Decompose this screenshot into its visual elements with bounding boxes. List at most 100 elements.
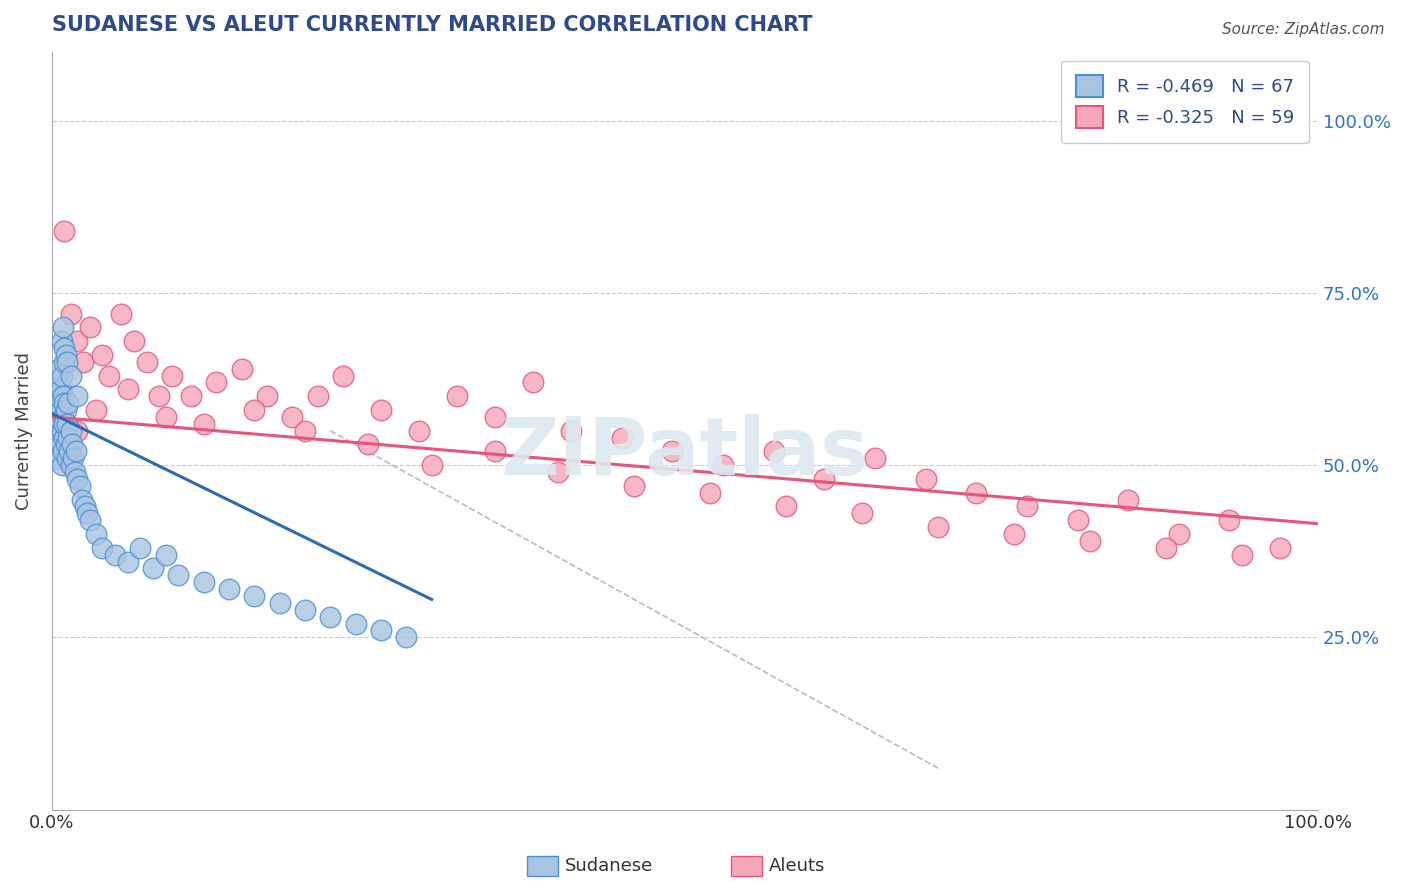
Point [44, 424, 66, 438]
Point [51, 334, 73, 348]
Point [76, 506, 98, 520]
Point [51, 424, 73, 438]
Text: Source: ZipAtlas.com: Source: ZipAtlas.com [1222, 22, 1385, 37]
Point [160, 368, 183, 383]
Point [104, 548, 127, 562]
Point [1268, 541, 1291, 555]
Point [48, 361, 70, 376]
Point [58, 431, 80, 445]
Point [48, 396, 70, 410]
Point [51, 458, 73, 472]
Point [63, 465, 86, 479]
Point [91, 348, 114, 362]
Point [70, 492, 93, 507]
Point [97, 368, 120, 383]
Point [52, 389, 75, 403]
Point [69, 479, 91, 493]
Point [762, 444, 785, 458]
Point [167, 568, 190, 582]
Point [370, 403, 392, 417]
Point [193, 417, 215, 431]
Point [699, 485, 721, 500]
Point [863, 451, 886, 466]
Point [269, 596, 291, 610]
Point [484, 409, 506, 424]
Point [53, 355, 76, 369]
Text: Aleuts: Aleuts [769, 857, 825, 875]
Point [851, 506, 873, 520]
Point [813, 472, 835, 486]
Point [135, 355, 157, 369]
Point [344, 616, 367, 631]
Point [775, 500, 797, 514]
Point [45, 417, 67, 431]
Point [117, 555, 139, 569]
Point [49, 382, 72, 396]
Point [332, 368, 354, 383]
Point [49, 437, 72, 451]
Point [66, 472, 89, 486]
Point [49, 403, 72, 417]
Point [58, 444, 80, 458]
Point [914, 472, 936, 486]
Point [110, 307, 132, 321]
Point [45, 389, 67, 403]
Point [60, 437, 83, 451]
Point [129, 541, 152, 555]
Point [46, 431, 69, 445]
Point [1167, 527, 1189, 541]
Point [522, 376, 544, 390]
Point [1230, 548, 1253, 562]
Point [56, 355, 79, 369]
Point [370, 624, 392, 638]
Point [53, 396, 76, 410]
Point [294, 603, 316, 617]
Point [205, 376, 228, 390]
Point [193, 575, 215, 590]
Point [58, 396, 80, 410]
Point [84, 403, 107, 417]
Point [72, 355, 94, 369]
Point [1066, 513, 1088, 527]
Point [661, 444, 683, 458]
Point [53, 417, 76, 431]
Point [243, 589, 266, 603]
Text: SUDANESE VS ALEUT CURRENTLY MARRIED CORRELATION CHART: SUDANESE VS ALEUT CURRENTLY MARRIED CORR… [52, 15, 813, 35]
Point [48, 451, 70, 466]
Point [56, 451, 79, 466]
Point [319, 609, 342, 624]
Point [231, 361, 253, 376]
Point [52, 444, 75, 458]
Point [46, 376, 69, 390]
Point [56, 417, 79, 431]
Point [59, 458, 82, 472]
Point [1078, 533, 1101, 548]
Point [218, 582, 240, 596]
Point [117, 382, 139, 396]
Point [73, 500, 96, 514]
Point [420, 458, 443, 472]
Point [155, 409, 177, 424]
Point [65, 444, 87, 458]
Point [79, 320, 101, 334]
Point [180, 389, 202, 403]
Point [610, 431, 633, 445]
Point [91, 541, 114, 555]
Point [45, 403, 67, 417]
Point [52, 409, 75, 424]
Point [62, 451, 84, 466]
Point [256, 389, 278, 403]
Point [66, 424, 89, 438]
Point [307, 389, 329, 403]
Point [927, 520, 949, 534]
Point [148, 389, 170, 403]
Point [52, 320, 75, 334]
Point [1002, 527, 1025, 541]
Point [142, 561, 165, 575]
Point [294, 424, 316, 438]
Point [1116, 492, 1139, 507]
Point [55, 403, 77, 417]
Point [59, 368, 82, 383]
Point [408, 424, 430, 438]
Y-axis label: Currently Married: Currently Married [15, 351, 32, 509]
